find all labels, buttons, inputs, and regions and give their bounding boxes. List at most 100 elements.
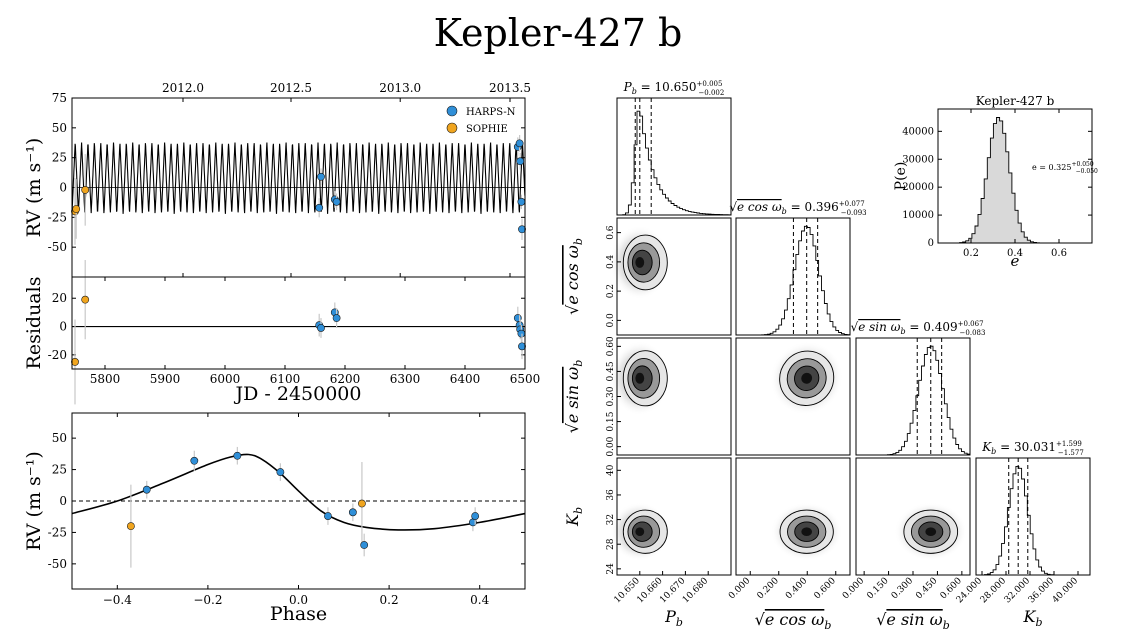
sqrt-sign: √ <box>729 200 737 214</box>
contour-group <box>770 502 843 561</box>
phase-point <box>126 522 135 531</box>
residuals-panel: -20 0 20 5800 5900 6000 6100 6200 6300 6400 6500 Re… <box>23 260 540 405</box>
x-tick-label: 0.450 <box>914 576 939 601</box>
residual-point <box>518 342 526 351</box>
y-tick-label: 0.45 <box>606 361 616 381</box>
subscript: b <box>676 616 683 629</box>
phase-point <box>360 541 369 549</box>
sqrt-sign: √ <box>563 422 582 433</box>
harps-point <box>315 203 324 212</box>
header-lower: −0.002 <box>698 89 724 97</box>
x-tick-label: 0.300 <box>890 576 915 601</box>
label-body: e sin ω <box>886 610 942 629</box>
eccentricity-histogram: 0 10000 20000 30000 40000 0.2 0.4 0.6 Kepler-427… <box>893 94 1098 270</box>
sqrt-sign: √ <box>755 610 766 629</box>
panel-frame <box>616 217 732 336</box>
marginal-histogram <box>856 345 971 456</box>
y-tick-label: 32 <box>606 514 616 525</box>
y-tick-label: 25 <box>52 151 67 165</box>
harps-point <box>332 197 341 206</box>
x-tick-label: 0.0 <box>289 593 308 607</box>
header-lower: −0.093 <box>841 209 867 217</box>
y-tick-label: 0 <box>59 181 67 195</box>
ecc-title: Kepler-427 b <box>976 94 1055 108</box>
x-tick-label: 6400 <box>450 372 481 386</box>
x-tick-label: 0.200 <box>756 576 781 601</box>
xlabel-esin: √e sin ωb <box>876 610 950 632</box>
x-tick-label: 0.600 <box>813 576 838 601</box>
x-tick-label: 6300 <box>390 372 421 386</box>
contour-group <box>610 341 670 416</box>
legend-label: HARPS-N <box>466 107 516 118</box>
header-value: = 0.396 <box>787 200 839 214</box>
x-tick-label: 32.000 <box>1003 576 1033 606</box>
header-sub: b <box>782 207 787 216</box>
header-lower: −1.577 <box>1058 449 1084 457</box>
marginal-histogram <box>617 110 732 216</box>
x-tick-label: 0.000 <box>727 576 752 601</box>
header-ecos: √e cos ωb = 0.396+0.077 −0.093 <box>729 200 866 217</box>
harps-point <box>317 172 325 181</box>
header-upper: +0.067 <box>958 320 984 328</box>
x-tick-label: 10.680 <box>681 576 711 606</box>
label-body: e cos ω <box>765 610 825 629</box>
y-tick-label: -50 <box>48 557 67 571</box>
top-tick-label: 2012.0 <box>162 81 204 95</box>
ylabel-esin: √e sin ωb <box>563 360 585 434</box>
panel-frame <box>616 457 732 576</box>
sqrt-sign: √ <box>851 320 859 334</box>
header-value: = 10.650 <box>637 80 697 94</box>
density-core <box>925 527 937 537</box>
diag-frame <box>735 217 851 336</box>
phase-xlabel: Phase <box>270 603 327 625</box>
contour-group <box>610 225 670 300</box>
x-tick-label: 40.000 <box>1051 576 1081 606</box>
y-tick-label: -50 <box>48 240 67 254</box>
header-upper: +1.599 <box>1056 440 1082 448</box>
ecc-frame <box>937 108 1093 244</box>
diag-frame <box>975 457 1091 576</box>
x-tick-label: 0.4 <box>470 593 489 607</box>
contour-group <box>770 341 844 415</box>
phase-point <box>348 508 357 517</box>
ecc-xlabel: e <box>1011 252 1020 270</box>
figure-title: Kepler-427 b <box>434 11 683 55</box>
y-tick-label: 10000 <box>902 210 934 221</box>
ecc-annotation: e = 0.325+0.050 −0.050 <box>1032 161 1098 175</box>
xlabel-ecos: √e cos ωb <box>755 610 832 632</box>
y-tick-label: 0.2 <box>606 284 616 298</box>
y-tick-label: 50 <box>52 431 67 445</box>
rv-model-curve <box>72 142 525 214</box>
residual-point <box>317 324 325 332</box>
top-tick-label: 2013.0 <box>379 81 421 95</box>
x-tick-label: 6000 <box>210 372 241 386</box>
header-k: Kb = 30.031+1.599 −1.577 <box>981 440 1084 457</box>
harps-point <box>516 157 525 166</box>
harps-point <box>518 225 526 234</box>
subscript: b <box>572 360 585 367</box>
contour-group <box>894 502 968 561</box>
x-tick-label: 28.000 <box>979 576 1009 606</box>
y-tick-label: 0 <box>59 494 67 508</box>
y-tick-label: 40000 <box>902 126 934 137</box>
header-body: P <box>623 80 633 94</box>
x-tick-label: 0.2 <box>963 248 979 259</box>
y-tick-label: 75 <box>52 91 67 105</box>
subscript: b <box>824 619 831 632</box>
phase-panel: -50 -25 0 25 50 −0.4 −0.2 0.0 0.2 0.4 RV (m s⁻¹) Ph… <box>23 412 526 625</box>
y-tick-label: 25 <box>52 463 67 477</box>
header-body: K <box>981 440 992 454</box>
y-tick-label: 20 <box>52 291 67 305</box>
contour-group <box>610 502 670 561</box>
x-tick-label: 0.4 <box>1007 248 1023 259</box>
y-tick-label: 50 <box>52 121 67 135</box>
x-tick-label: 0.400 <box>784 576 809 601</box>
header-body: e sin ω <box>858 320 900 334</box>
subscript: b <box>1035 616 1042 629</box>
phase-point <box>233 451 242 460</box>
sophie-point <box>81 185 90 194</box>
rv-time-panel: -50 -25 0 25 50 75 2012.0 2012.5 2013.0 2013.5 RV … <box>23 81 531 278</box>
legend-marker <box>446 105 458 117</box>
xlabel-k: Kb <box>1023 607 1043 629</box>
ecc-histogram-bars <box>938 117 1092 244</box>
